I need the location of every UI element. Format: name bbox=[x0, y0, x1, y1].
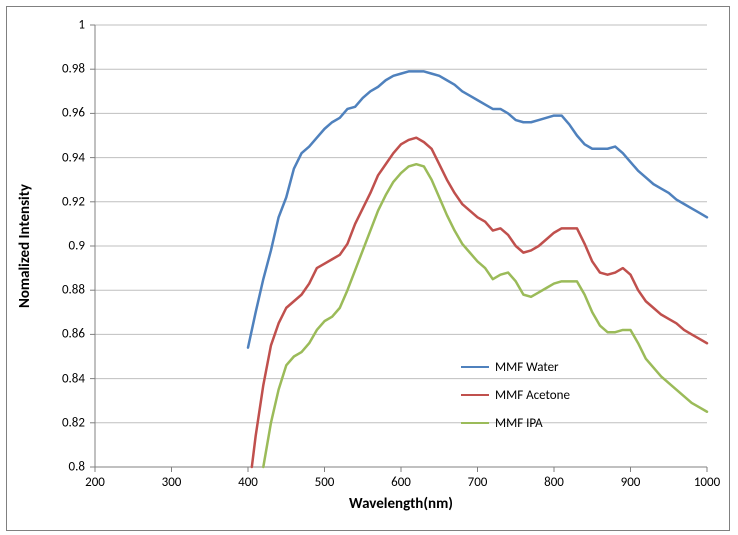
legend: MMF Water MMF Acetone MMF IPA bbox=[461, 353, 570, 437]
y-tick-label: 0.94 bbox=[62, 150, 85, 165]
x-axis-label: Wavelength(nm) bbox=[349, 495, 453, 513]
y-tick-label: 1 bbox=[78, 18, 85, 33]
plot-area bbox=[95, 25, 707, 467]
y-tick-label: 0.8 bbox=[69, 460, 85, 475]
legend-swatch bbox=[461, 366, 489, 368]
legend-entry: MMF Water bbox=[461, 353, 570, 381]
x-tick-label: 200 bbox=[85, 475, 105, 490]
x-tick-label: 900 bbox=[621, 475, 641, 490]
legend-entry: MMF Acetone bbox=[461, 381, 570, 409]
x-tick-label: 400 bbox=[238, 475, 258, 490]
plot-svg bbox=[95, 25, 707, 467]
chart-frame: Nomalized Intensity Wavelength(nm) MMF W… bbox=[6, 6, 730, 531]
y-tick-label: 0.98 bbox=[62, 62, 85, 77]
x-tick-label: 700 bbox=[468, 475, 488, 490]
y-tick-label: 0.92 bbox=[62, 194, 85, 209]
legend-swatch bbox=[461, 422, 489, 424]
y-tick-label: 0.84 bbox=[62, 371, 85, 386]
y-tick-label: 0.82 bbox=[62, 415, 85, 430]
y-tick-label: 0.86 bbox=[62, 327, 85, 342]
legend-label: MMF IPA bbox=[495, 416, 543, 431]
x-tick-label: 1000 bbox=[694, 475, 720, 490]
x-tick-label: 600 bbox=[391, 475, 411, 490]
y-tick-label: 0.96 bbox=[62, 106, 85, 121]
legend-swatch bbox=[461, 394, 489, 396]
y-tick-label: 0.9 bbox=[69, 239, 85, 254]
legend-entry: MMF IPA bbox=[461, 409, 570, 437]
legend-label: MMF Water bbox=[495, 360, 559, 375]
x-tick-label: 500 bbox=[315, 475, 335, 490]
y-axis-label: Nomalized Intensity bbox=[16, 184, 34, 308]
x-tick-label: 300 bbox=[162, 475, 182, 490]
y-tick-label: 0.88 bbox=[62, 283, 85, 298]
x-tick-label: 800 bbox=[544, 475, 564, 490]
legend-label: MMF Acetone bbox=[495, 388, 570, 403]
